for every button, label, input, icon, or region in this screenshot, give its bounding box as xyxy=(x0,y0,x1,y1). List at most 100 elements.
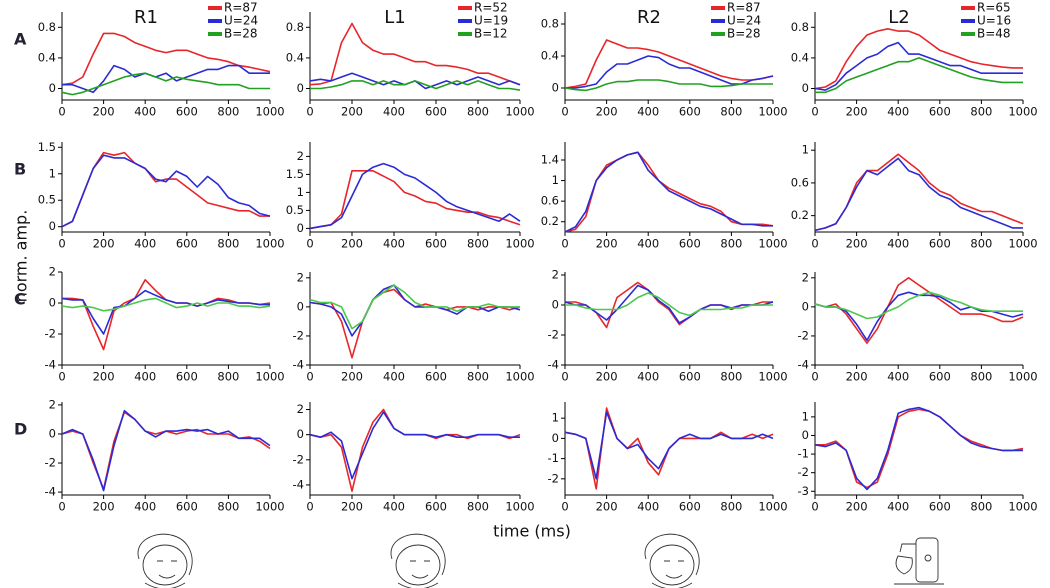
x-tick-label: 200 xyxy=(596,370,618,384)
x-tick-label: 400 xyxy=(383,237,405,251)
x-tick-label: 800 xyxy=(970,237,992,251)
y-tick-label: -4 xyxy=(293,477,304,491)
x-tick-label: 400 xyxy=(383,500,405,514)
x-tick-label: 400 xyxy=(637,105,659,119)
x-tick-label: 800 xyxy=(467,370,489,384)
x-tick-label: 800 xyxy=(720,370,742,384)
stimulus-sketches xyxy=(137,533,944,588)
y-tick-label: 0 xyxy=(552,431,559,445)
x-tick-label: 800 xyxy=(970,105,992,119)
series-line xyxy=(309,170,521,230)
y-tick-label: 1 xyxy=(49,166,56,180)
series-line xyxy=(62,64,270,94)
y-tick-label: 0.5 xyxy=(286,203,304,217)
series-line xyxy=(61,411,271,490)
panel-title: L1 xyxy=(384,7,405,28)
panel: L1 0 200 400 600 800 1000 0 0.4 0.8 R=52U=19B=12 xyxy=(286,1,535,119)
series-line xyxy=(309,162,521,230)
y-tick-label: -2 xyxy=(548,471,559,485)
series-line xyxy=(309,411,520,480)
legend-label: R=52 xyxy=(474,1,508,15)
x-tick-label: 200 xyxy=(846,237,868,251)
series-line xyxy=(564,151,774,233)
x-tick-label: 400 xyxy=(134,105,156,119)
x-tick-label: 200 xyxy=(596,500,618,514)
y-tick-label: 1 xyxy=(552,173,559,187)
panel: 0 200 400 600 800 1000 0 0.5 1 1.5 xyxy=(38,140,285,251)
x-tick-label: 200 xyxy=(846,500,868,514)
x-tick-label: 0 xyxy=(811,500,818,514)
x-tick-label: 200 xyxy=(93,370,115,384)
x-tick-label: 600 xyxy=(679,237,701,251)
x-tick-label: 800 xyxy=(720,105,742,119)
series-line xyxy=(564,284,774,324)
x-tick-label: 400 xyxy=(637,500,659,514)
series-line xyxy=(61,32,271,86)
x-tick-label: 0 xyxy=(811,105,818,119)
x-tick-label: 600 xyxy=(176,237,198,251)
y-tick-label: -2 xyxy=(548,328,559,342)
y-tick-label: 0 xyxy=(802,81,809,95)
x-tick-label: 400 xyxy=(134,500,156,514)
x-tick-label: 200 xyxy=(596,237,618,251)
x-tick-label: 200 xyxy=(93,237,115,251)
y-tick-label: 1 xyxy=(552,411,559,425)
y-tick-label: 0 xyxy=(552,81,559,95)
panel: L2 0 200 400 600 800 1000 0 0.4 0.8 R=65U=16B=48 xyxy=(791,1,1038,119)
legend-label: U=16 xyxy=(977,14,1011,28)
panel: 0 200 400 600 800 1000 0.2 0.6 1 xyxy=(791,142,1038,251)
x-tick-label: 400 xyxy=(134,370,156,384)
x-tick-label: 600 xyxy=(425,237,447,251)
x-tick-label: 800 xyxy=(720,237,742,251)
series-line xyxy=(814,157,1023,232)
x-tick-label: 1000 xyxy=(255,500,284,514)
y-tick-label: 1 xyxy=(802,143,809,157)
series-line xyxy=(564,151,773,233)
series-line xyxy=(564,411,774,480)
row-label: C xyxy=(14,290,26,309)
x-tick-label: 600 xyxy=(679,370,701,384)
x-tick-label: 1000 xyxy=(505,370,534,384)
y-tick-label: -1 xyxy=(798,447,809,461)
y-tick-label: 0.8 xyxy=(791,20,809,34)
series-line xyxy=(61,72,270,96)
y-tick-label: 0 xyxy=(297,427,304,441)
x-tick-label: 0 xyxy=(58,237,65,251)
legend-label: R=87 xyxy=(727,1,761,15)
x-tick-label: 400 xyxy=(887,237,909,251)
y-tick-label: 0.4 xyxy=(791,50,809,64)
x-tick-label: 400 xyxy=(637,370,659,384)
x-tick-label: 200 xyxy=(846,370,868,384)
series-line xyxy=(564,79,773,92)
x-tick-label: 600 xyxy=(679,500,701,514)
x-tick-label: 600 xyxy=(425,370,447,384)
y-tick-label: 0.2 xyxy=(541,214,559,228)
y-tick-label: -4 xyxy=(45,485,56,499)
y-tick-label: 0.4 xyxy=(286,50,304,64)
x-tick-label: 800 xyxy=(467,500,489,514)
x-tick-label: 200 xyxy=(341,237,363,251)
y-tick-label: 1.5 xyxy=(38,140,56,154)
x-tick-label: 1000 xyxy=(758,237,787,251)
x-tick-label: 0 xyxy=(306,500,313,514)
series-line xyxy=(309,408,521,492)
x-tick-label: 800 xyxy=(217,370,239,384)
panel: 0 200 400 600 800 1000 -4 -2 0 2 xyxy=(548,268,788,384)
x-tick-label: 600 xyxy=(679,105,701,119)
y-tick-label: 1 xyxy=(802,409,809,423)
legend-label: B=12 xyxy=(474,27,508,41)
x-tick-label: 0 xyxy=(58,370,65,384)
panel: R1 0 200 400 600 800 1000 0 0.4 0.8 R=87U=24B=28 xyxy=(38,1,285,119)
x-tick-label: 600 xyxy=(176,500,198,514)
x-tick-label: 1000 xyxy=(1008,105,1037,119)
x-tick-label: 800 xyxy=(970,370,992,384)
x-tick-label: 600 xyxy=(425,500,447,514)
x-tick-label: 0 xyxy=(561,500,568,514)
y-tick-label: 0.4 xyxy=(38,50,56,64)
series-line xyxy=(61,289,270,335)
y-tick-label: 2 xyxy=(297,402,304,416)
y-tick-label: 0.8 xyxy=(38,20,56,34)
series-line xyxy=(814,277,1024,344)
series-line xyxy=(814,291,1023,320)
